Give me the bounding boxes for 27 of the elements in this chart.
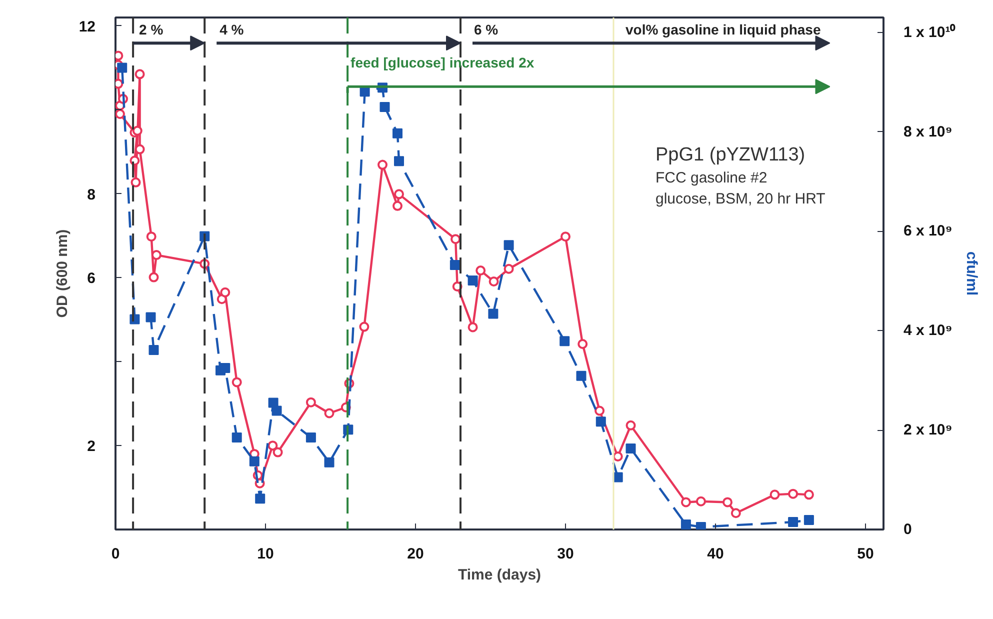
annotation: FCC gasoline #2	[656, 170, 768, 186]
x-tick-label: 40	[707, 546, 724, 562]
annotation: 2 %	[139, 22, 164, 38]
x-tick-label: 10	[257, 546, 274, 562]
annotation: 4 %	[220, 22, 244, 38]
y2-tick-label: 2 x 10⁹	[904, 422, 952, 439]
y2-tick-label: 6 x 10⁹	[904, 222, 952, 240]
y-tick-label: 12	[78, 18, 96, 36]
y-tick-label: 6	[87, 270, 96, 288]
y2-tick-label: 1 x 10¹⁰	[904, 22, 956, 41]
y-tick-label: 8	[87, 186, 96, 204]
x-tick-label: 30	[557, 546, 574, 562]
y2-axis-title: cfu/ml	[963, 251, 980, 296]
annotation: vol% gasoline in liquid phase	[625, 22, 821, 38]
annotation: glucose, BSM, 20 hr HRT	[656, 190, 826, 208]
y2-tick-label: 4 x 10⁹	[904, 322, 952, 340]
y-axis-title: OD (600 nm)	[54, 229, 71, 318]
annotation: 6 %	[474, 22, 499, 38]
x-tick-label: 20	[407, 546, 424, 562]
y2-tick-label: 8 x 10⁹	[904, 123, 952, 140]
annotation: feed [glucose] increased 2x	[350, 54, 534, 70]
x-axis-title: Time (days)	[458, 566, 542, 584]
x-tick-label: 0	[111, 546, 120, 562]
y-tick-label: 2	[87, 438, 96, 456]
x-tick-label: 50	[857, 546, 874, 562]
annotation: PpG1 (pYZW113)	[656, 144, 806, 166]
y2-tick-label: 0	[904, 521, 912, 538]
